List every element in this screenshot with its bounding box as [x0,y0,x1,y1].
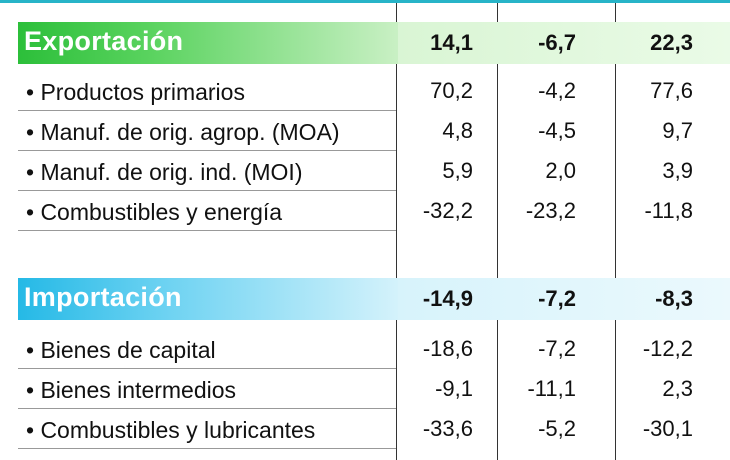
row-value-col2: -5,2 [538,416,576,441]
row-value-col3: 77,6 [650,78,693,103]
row-separator [18,190,396,191]
header-value-col3: -8,3 [655,286,693,311]
row-separator [18,150,396,151]
row-value-col2: -4,2 [538,78,576,103]
table-row: • Manuf. de orig. agrop. (MOA) 4,8 -4,5 … [18,111,730,151]
table-row: • Bienes de capital -18,6 -7,2 -12,2 [18,329,730,369]
row-separator [18,368,396,369]
table-row: • Combustibles y lubricantes -33,6 -5,2 … [18,409,730,449]
row-separator [18,448,396,449]
row-value-col1: -9,1 [435,376,473,401]
row-value-col2: -7,2 [538,336,576,361]
row-value-col3: 9,7 [662,118,693,143]
column-divider [615,3,616,460]
row-separator [18,230,396,231]
header-value-col1: -14,9 [422,286,473,311]
row-label: • Manuf. de orig. agrop. (MOA) [26,119,340,145]
row-value-col2: -23,2 [525,198,576,223]
row-separator [18,110,396,111]
row-label: • Combustibles y lubricantes [26,417,316,443]
row-value-col1: -18,6 [422,336,473,361]
header-value-col2: -6,7 [538,30,576,55]
header-band [398,22,730,64]
table-row: • Combustibles y energía -32,2 -23,2 -11… [18,191,730,231]
table-row: • Manuf. de orig. ind. (MOI) 5,9 2,0 3,9 [18,151,730,191]
row-label: • Bienes de capital [26,337,216,363]
row-value-col3: 3,9 [662,158,693,183]
row-value-col1: 5,9 [442,158,473,183]
section-header-importacion: Importación -14,9 -7,2 -8,3 [18,278,730,320]
row-value-col1: 4,8 [442,118,473,143]
header-bar [18,278,398,320]
table-row: • Bienes intermedios -9,1 -11,1 2,3 [18,369,730,409]
row-value-col3: -30,1 [642,416,693,441]
header-band [398,278,730,320]
header-value-col3: 22,3 [650,30,693,55]
column-divider [497,3,498,460]
top-rule [0,0,730,3]
row-separator [18,408,396,409]
section-header-exportacion: Exportación 14,1 -6,7 22,3 [18,22,730,64]
row-value-col2: 2,0 [545,158,576,183]
row-label: • Bienes intermedios [26,377,237,403]
row-label: • Productos primarios [26,79,245,105]
row-label: • Combustibles y energía [26,199,283,225]
row-value-col1: -32,2 [422,198,473,223]
header-value-col2: -7,2 [538,286,576,311]
row-value-col2: -4,5 [538,118,576,143]
table-row: • Productos primarios 70,2 -4,2 77,6 [18,71,730,111]
row-value-col3: -12,2 [642,336,693,361]
row-value-col1: -33,6 [422,416,473,441]
row-label: • Manuf. de orig. ind. (MOI) [26,159,303,185]
row-value-col2: -11,1 [527,376,576,401]
header-value-col1: 14,1 [430,30,473,55]
section-title: Importación [24,282,182,312]
header-bar [18,22,398,64]
row-value-col3: -11,8 [644,198,693,223]
column-divider [396,3,397,460]
section-title: Exportación [24,26,184,56]
row-value-col1: 70,2 [430,78,473,103]
row-value-col3: 2,3 [662,376,693,401]
